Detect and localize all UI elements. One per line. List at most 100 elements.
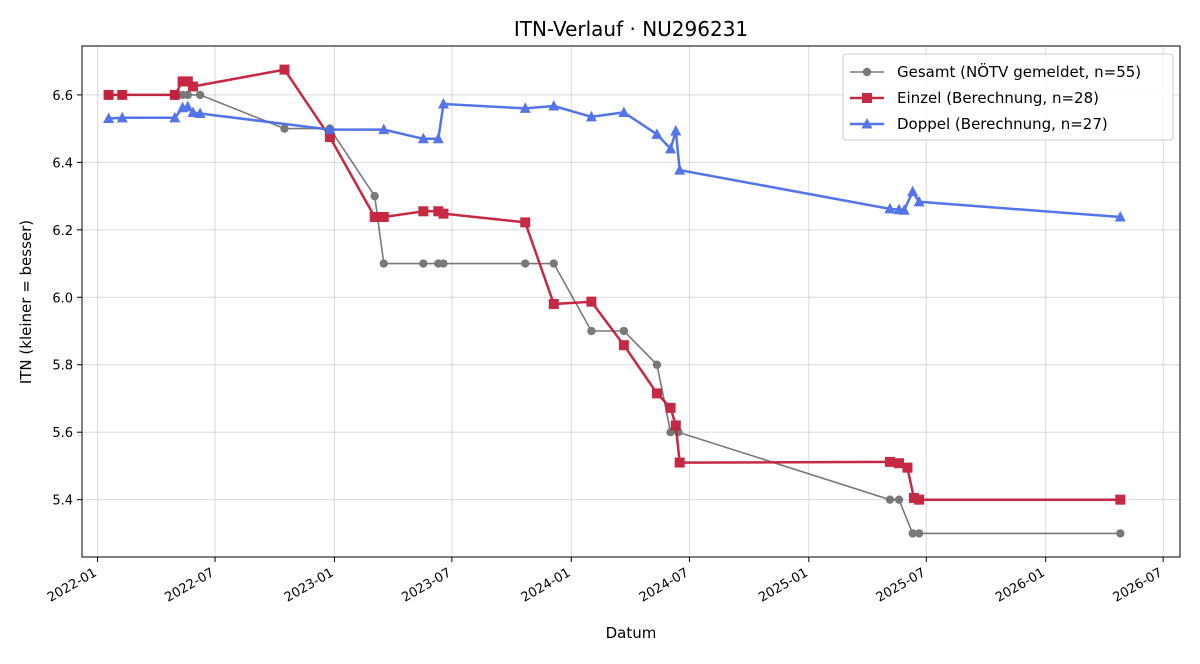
data-point-gesamt <box>521 259 530 268</box>
x-tick-label: 2024-01 <box>519 565 574 605</box>
data-point-einzel <box>674 457 685 468</box>
data-point-einzel <box>586 296 597 307</box>
data-point-gesamt <box>652 360 662 369</box>
data-point-gesamt <box>439 259 448 268</box>
data-point-einzel <box>548 299 559 310</box>
data-point-doppel <box>432 132 444 144</box>
y-tick-label: 6.6 <box>52 89 73 104</box>
y-tick-label: 5.8 <box>52 359 73 374</box>
x-tick-label: 2026-07 <box>1111 565 1166 605</box>
data-point-doppel <box>378 123 390 135</box>
x-tick-label: 2022-07 <box>162 565 217 605</box>
series-gesamt <box>104 90 1125 538</box>
data-point-gesamt <box>908 529 917 538</box>
data-point-einzel <box>520 217 531 228</box>
y-tick-label: 5.4 <box>52 494 73 509</box>
data-point-einzel <box>418 206 429 217</box>
data-point-doppel <box>519 102 531 113</box>
data-point-gesamt <box>379 259 388 268</box>
x-axis-label: Datum <box>606 624 657 642</box>
data-point-doppel <box>187 106 199 117</box>
data-point-gesamt <box>280 124 289 133</box>
data-point-gesamt <box>195 90 205 100</box>
data-point-einzel <box>884 456 895 467</box>
data-point-einzel <box>618 340 629 351</box>
data-point-gesamt <box>587 326 596 336</box>
data-point-einzel <box>117 89 128 100</box>
legend-swatch-marker <box>862 67 872 77</box>
data-point-einzel <box>324 132 335 143</box>
data-point-einzel <box>182 76 193 87</box>
legend-entry-einzel <box>850 93 884 103</box>
data-point-doppel <box>898 204 910 215</box>
data-point-gesamt <box>914 529 924 538</box>
legend-entry-gesamt <box>850 67 884 77</box>
legend-swatch-marker <box>861 118 873 129</box>
legend: Gesamt (NÖTV gemeldet, n=55) Einzel (Bere… <box>842 53 1174 141</box>
data-point-einzel <box>908 492 919 503</box>
y-tick-label: 6.4 <box>52 156 73 171</box>
data-point-doppel <box>417 132 429 144</box>
legend-box <box>842 53 1174 141</box>
data-point-einzel <box>433 206 444 217</box>
legend-label: Gesamt (NÖTV gemeldet, n=55) <box>897 62 1141 81</box>
legend-label: Einzel (Berechnung, n=28) <box>897 89 1099 107</box>
x-axis-ticks: 2022-01 2022-07 2023-01 2023-07 2024-01 2024-… <box>45 557 1165 606</box>
data-point-doppel <box>665 142 677 154</box>
x-tick-label: 2025-07 <box>874 565 929 605</box>
data-point-einzel <box>1115 494 1126 505</box>
x-tick-label: 2025-01 <box>756 565 811 605</box>
series-doppel <box>103 98 1126 222</box>
data-point-doppel <box>907 185 919 197</box>
plot-frame <box>81 45 1181 558</box>
data-point-doppel <box>674 164 686 175</box>
data-point-gesamt <box>419 259 428 268</box>
data-point-doppel <box>103 112 115 124</box>
y-tick-label: 5.6 <box>52 426 73 441</box>
data-point-doppel <box>913 195 925 207</box>
grid <box>82 46 1180 557</box>
series-line-gesamt <box>108 94 1121 535</box>
data-point-doppel <box>884 202 896 214</box>
x-tick-label: 2024-07 <box>637 565 692 605</box>
data-point-gesamt <box>370 191 379 201</box>
data-point-einzel <box>103 89 114 100</box>
data-point-einzel <box>369 212 380 223</box>
y-axis-ticks: 5.4 5.6 5.8 6.0 6.2 6.4 6.6 <box>52 89 82 509</box>
legend-entry-doppel <box>850 118 884 129</box>
x-tick-label: 2026-01 <box>993 565 1048 605</box>
x-tick-label: 2022-01 <box>45 565 100 605</box>
series-layer <box>103 64 1126 538</box>
x-tick-label: 2023-07 <box>399 565 454 605</box>
x-tick-label: 2023-01 <box>282 565 337 605</box>
data-point-doppel <box>437 98 449 109</box>
data-point-doppel <box>670 124 682 136</box>
data-point-doppel <box>169 111 181 123</box>
data-point-einzel <box>187 81 198 92</box>
data-point-einzel <box>914 494 925 505</box>
data-point-gesamt <box>183 90 192 100</box>
data-point-einzel <box>651 388 662 399</box>
data-point-doppel <box>116 111 128 123</box>
legend-swatch-marker <box>862 93 872 103</box>
data-point-doppel <box>585 110 597 122</box>
data-point-doppel <box>618 106 630 117</box>
data-point-einzel <box>279 64 290 75</box>
data-point-doppel <box>1114 211 1126 222</box>
data-point-gesamt <box>619 326 629 336</box>
data-point-einzel <box>902 462 913 473</box>
data-point-gesamt <box>549 259 558 268</box>
legend-label: Doppel (Berechnung, n=27) <box>897 115 1108 133</box>
data-point-einzel <box>169 89 180 100</box>
y-axis-label: ITN (kleiner = besser) <box>17 220 35 384</box>
data-point-doppel <box>182 100 194 112</box>
data-point-einzel <box>665 402 676 413</box>
data-point-einzel <box>378 212 389 223</box>
data-point-einzel <box>670 420 681 431</box>
data-point-gesamt <box>894 495 904 504</box>
data-point-einzel <box>438 208 449 219</box>
data-point-einzel <box>177 76 188 87</box>
y-tick-label: 6.0 <box>52 291 73 306</box>
